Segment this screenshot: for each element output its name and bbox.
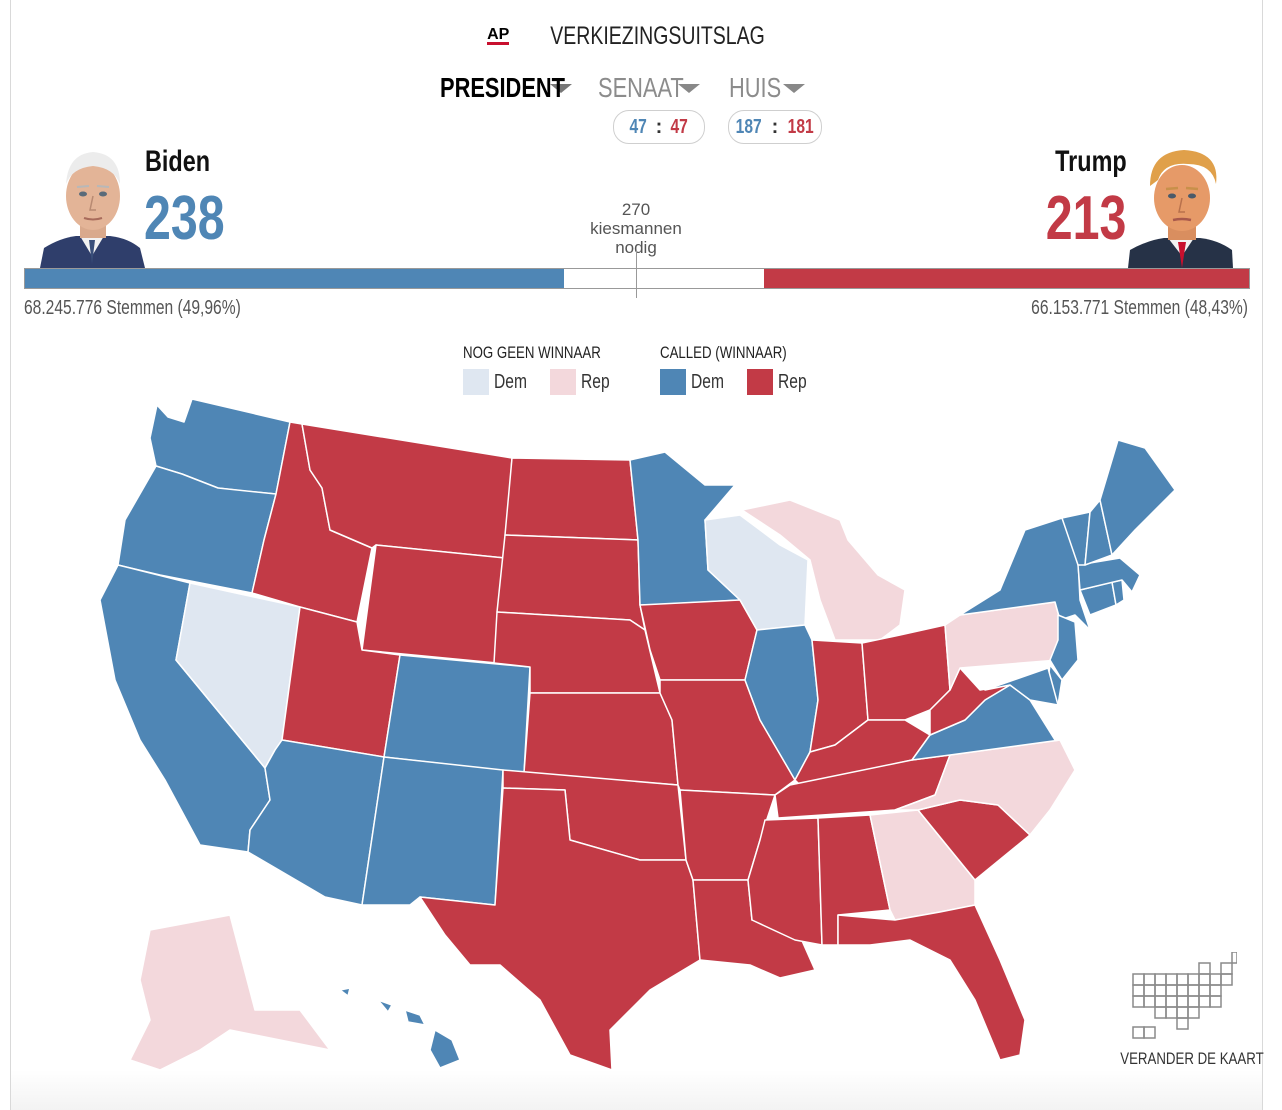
- legend-label-dem: Dem: [494, 370, 527, 393]
- legend-swatch-rep-called: [747, 369, 774, 395]
- dem-candidate-name: Biden: [145, 145, 211, 178]
- dem-popular-vote: 68.245.776 Stemmen (49,96%): [24, 297, 241, 319]
- votes-needed-line1: kiesmannen: [590, 219, 682, 238]
- tab-senate[interactable]: SENAAT: [598, 72, 700, 104]
- house-seat-count: 187 : 181: [728, 110, 822, 144]
- votes-needed-line2: nodig: [615, 238, 657, 257]
- legend-label-dem: Dem: [691, 370, 724, 393]
- tile-grid-map-icon: [1132, 951, 1238, 1039]
- state-colorado[interactable]: [383, 654, 531, 774]
- electoral-vote-bar: [24, 268, 1250, 289]
- legend-label-rep: Rep: [778, 370, 807, 393]
- state-hawaii[interactable]: [339, 987, 461, 1069]
- rep-popular-vote: 66.153.771 Stemmen (48,43%): [1031, 297, 1248, 319]
- senate-rep-seats: 47: [670, 115, 689, 138]
- state-alaska[interactable]: [129, 914, 331, 1071]
- chevron-down-icon: [550, 83, 572, 93]
- legend-swatch-rep-lean: [550, 369, 577, 395]
- electoral-bar-dem: [25, 269, 565, 288]
- state-north-dakota[interactable]: [504, 457, 639, 541]
- legend-called: CALLED (WINNAAR) Dem Rep: [660, 343, 829, 395]
- state-north-carolina[interactable]: [894, 739, 1076, 836]
- state-maine[interactable]: [1099, 439, 1176, 556]
- change-map-label: VERANDER DE KAART: [1120, 1049, 1264, 1068]
- state-texas[interactable]: [419, 787, 701, 1071]
- state-florida[interactable]: [837, 904, 1026, 1061]
- header: AP VERKIEZINGSUITSLAG: [0, 22, 1282, 51]
- state-arizona[interactable]: [247, 739, 385, 906]
- votes-needed-number: 270: [621, 200, 651, 219]
- state-iowa[interactable]: [639, 599, 758, 681]
- rep-electoral-votes: 213: [1045, 184, 1126, 253]
- legend-called-title: CALLED (WINNAAR): [660, 343, 787, 362]
- state-massachusetts[interactable]: [1077, 557, 1141, 593]
- state-new-mexico[interactable]: [361, 756, 504, 906]
- legend-swatch-dem-lean: [463, 369, 489, 395]
- state-maryland[interactable]: [984, 667, 1059, 706]
- legend-swatch-dem-called: [660, 369, 686, 395]
- house-rep-seats: 181: [787, 115, 815, 138]
- tab-house[interactable]: HUIS: [729, 72, 805, 104]
- chevron-down-icon: [783, 83, 805, 93]
- tab-president[interactable]: PRESIDENT: [440, 72, 572, 104]
- state-wyoming[interactable]: [361, 544, 506, 664]
- biden-portrait: [40, 140, 145, 268]
- dem-electoral-votes: 238: [144, 184, 225, 253]
- trump-portrait: [1128, 140, 1233, 268]
- majority-marker: [636, 250, 637, 298]
- house-dem-seats: 187: [735, 115, 762, 138]
- page-title: VERKIEZINGSUITSLAG: [550, 22, 765, 50]
- votes-needed-label: 270 kiesmannen nodig: [560, 200, 712, 257]
- state-kansas[interactable]: [523, 692, 679, 786]
- frame-border-left: [10, 0, 11, 1110]
- legend-no-winner: NOG GEEN WINNAAR Dem Rep: [463, 343, 640, 395]
- electoral-bar-rep: [764, 269, 1249, 288]
- frame-border-right: [1262, 0, 1263, 1110]
- legend-no-winner-title: NOG GEEN WINNAAR: [463, 343, 601, 362]
- change-map-button[interactable]: VERANDER DE KAART: [1100, 951, 1264, 1069]
- bottom-fade: [11, 1070, 1262, 1110]
- senate-seat-count: 47 : 47: [613, 110, 705, 144]
- legend-label-rep: Rep: [581, 370, 610, 393]
- state-new-york[interactable]: [959, 517, 1091, 631]
- ap-logo: AP: [487, 26, 510, 45]
- senate-dem-seats: 47: [629, 115, 648, 138]
- chevron-down-icon: [678, 83, 700, 93]
- state-michigan[interactable]: [741, 499, 906, 641]
- rep-candidate-name: Trump: [1055, 145, 1127, 178]
